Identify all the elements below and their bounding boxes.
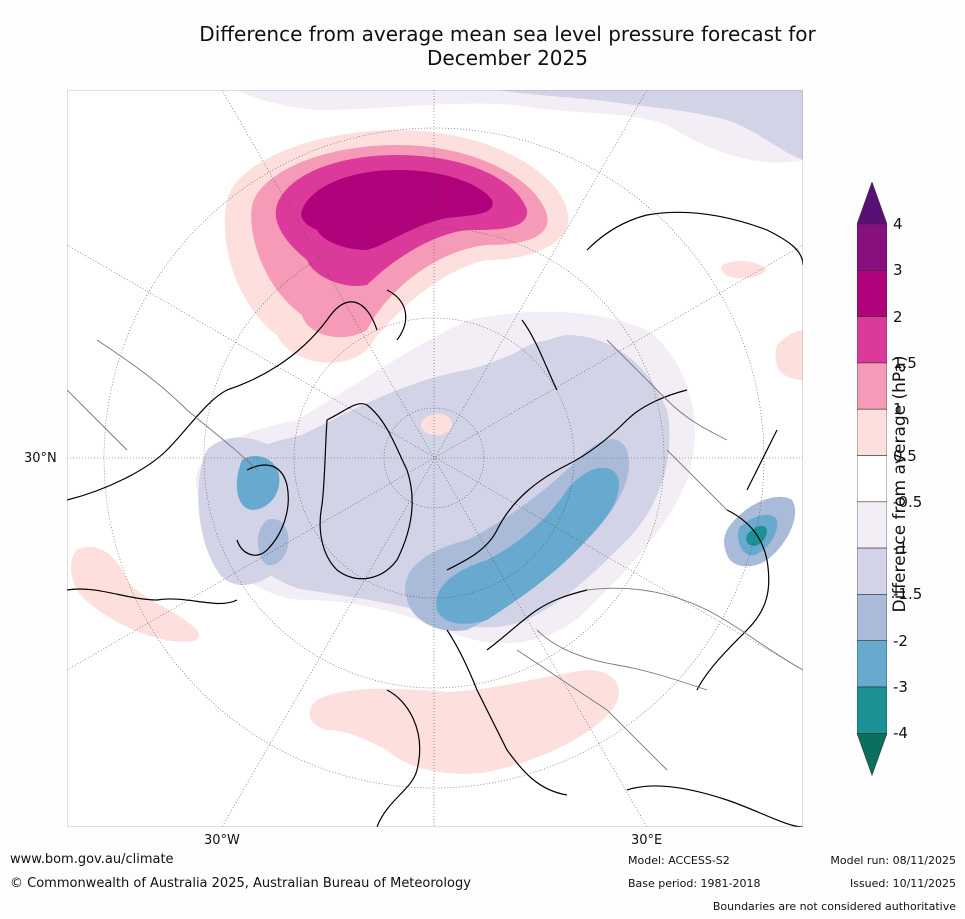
country-borders xyxy=(67,339,803,771)
colorbar-tick-label: -2 xyxy=(893,631,908,650)
colorbar-segment xyxy=(857,362,887,410)
anomaly-asia-low xyxy=(724,496,796,567)
colorbar-segment xyxy=(857,501,887,549)
colorbar-tick-label: 4 xyxy=(893,215,903,233)
anomaly-pole-high xyxy=(420,413,452,436)
anomaly-asia-high xyxy=(775,330,803,380)
anomaly-neg-mod-top xyxy=(497,90,803,160)
colorbar-segment xyxy=(857,408,887,456)
lon-label-30e: 30°E xyxy=(631,833,663,848)
chart-title: Difference from average mean sea level p… xyxy=(0,22,965,70)
model-run-date: Model run: 08/11/2025 xyxy=(830,854,956,867)
lat-label-30n: 30°N xyxy=(24,451,57,466)
colorbar-segment xyxy=(857,270,887,317)
coastlines xyxy=(67,211,803,827)
issued-date: Issued: 10/11/2025 xyxy=(849,877,956,890)
colorbar-segment xyxy=(857,594,887,641)
lon-label-30w: 30°W xyxy=(204,833,240,848)
colorbar-tick-label: -0.5 xyxy=(893,492,923,511)
colorbar-tick-label: -1 xyxy=(893,539,908,558)
anomaly-asia-mid xyxy=(721,260,767,279)
colorbar-tick-label: 3 xyxy=(893,261,903,280)
colorbar-tick-label: 1 xyxy=(893,400,903,419)
anomaly-atlantic-high xyxy=(71,546,199,642)
colorbar-segment xyxy=(857,686,887,734)
colorbar-extend-bottom xyxy=(857,733,887,777)
anomaly-europe-high xyxy=(309,670,619,774)
colorbar-tick-label: -1.5 xyxy=(893,585,923,604)
colorbar-label: Difference from average (hPa) xyxy=(890,355,910,613)
colorbar-extend-top xyxy=(857,182,887,225)
title-line-2: December 2025 xyxy=(427,46,588,70)
colorbar-tick-label: 2 xyxy=(893,307,903,326)
colorbar-tick-label: 1.5 xyxy=(893,353,917,372)
colorbar-tick-label: 0.5 xyxy=(893,446,917,465)
colorbar xyxy=(857,182,887,777)
colorbar-tick-label: -4 xyxy=(893,724,908,743)
base-period: Base period: 1981-2018 xyxy=(628,877,761,890)
bom-url: www.bom.gov.au/climate xyxy=(10,852,174,867)
colorbar-segment xyxy=(857,547,887,595)
anomaly-pacific-high xyxy=(224,130,569,363)
copyright: © Commonwealth of Australia 2025, Austra… xyxy=(10,876,471,891)
colorbar-segment xyxy=(857,455,887,503)
title-line-1: Difference from average mean sea level p… xyxy=(199,22,816,46)
model-name: Model: ACCESS-S2 xyxy=(628,854,730,867)
polar-map xyxy=(67,90,803,827)
colorbar-segment xyxy=(857,640,887,688)
colorbar-segment xyxy=(857,223,887,271)
colorbar-segment xyxy=(857,316,887,364)
boundaries-disclaimer: Boundaries are not considered authoritat… xyxy=(712,900,956,913)
colorbar-tick-label: -3 xyxy=(893,678,908,696)
